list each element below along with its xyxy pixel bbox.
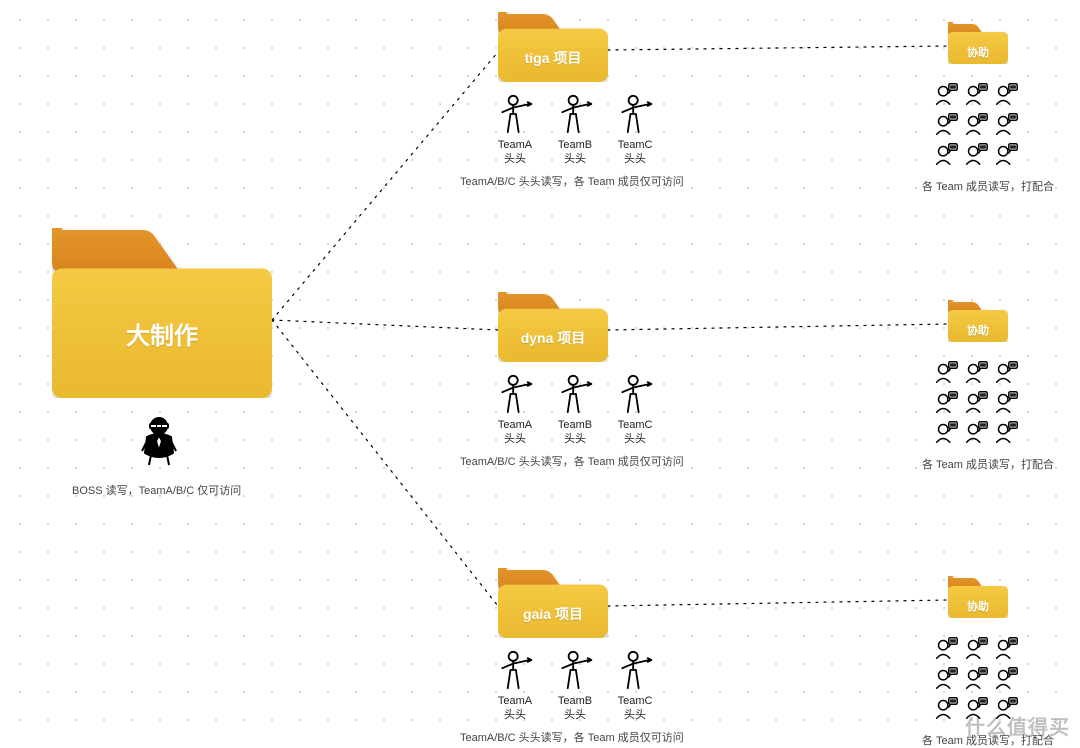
team-member-icon: [992, 358, 1020, 391]
person-icon: [490, 94, 540, 139]
project-desc-2: TeamA/B/C 头头读写，各 Team 成员仅可访问: [460, 729, 684, 745]
folder-title: 协助: [948, 44, 1008, 60]
team-member-icon: [962, 110, 990, 143]
leader-label-1: TeamB: [550, 695, 600, 709]
diagram-stage: 大制作 BOSS 读写，TeamA/B/C 仅可访问: [0, 0, 1080, 746]
project-folder-1: dyna 项目: [498, 292, 608, 362]
team-member-icon: [932, 634, 960, 667]
team-member-icon: [932, 694, 960, 727]
team-member-icon: [992, 80, 1020, 113]
team-member-icon: [932, 388, 960, 421]
leader-label-1: TeamA: [490, 139, 540, 153]
person-icon: [610, 650, 660, 695]
team-leader-2-0: TeamA 头头: [490, 650, 540, 723]
watermark-text: 什么值得买: [965, 711, 1070, 740]
team-member-icon: [962, 634, 990, 667]
team-member-icon: [962, 80, 990, 113]
team-member-icon: [992, 110, 1020, 143]
members-desc-0: 各 Team 成员读写，打配合: [922, 178, 1054, 194]
team-member-icon: [992, 418, 1020, 451]
team-leader-0-1: TeamB 头头: [550, 94, 600, 167]
person-icon: [550, 374, 600, 419]
leader-label-1: TeamA: [490, 695, 540, 709]
team-member-icon: [932, 80, 960, 113]
team-leader-1-0: TeamA 头头: [490, 374, 540, 447]
boss-icon: [135, 415, 183, 472]
team-member-icon: [932, 664, 960, 697]
project-desc-1: TeamA/B/C 头头读写，各 Team 成员仅可访问: [460, 453, 684, 469]
person-icon: [610, 374, 660, 419]
assist-folder-1: 协助: [948, 300, 1008, 342]
team-leader-2-1: TeamB 头头: [550, 650, 600, 723]
folder-title: gaia 项目: [498, 604, 608, 624]
team-leader-0-2: TeamC 头头: [610, 94, 660, 167]
person-icon: [490, 650, 540, 695]
assist-folder-2: 协助: [948, 576, 1008, 618]
members-desc-1: 各 Team 成员读写，打配合: [922, 456, 1054, 472]
leader-label-1: TeamB: [550, 419, 600, 433]
folder-title: 协助: [948, 598, 1008, 614]
folder-title: dyna 项目: [498, 328, 608, 348]
leader-label-2: 头头: [550, 709, 600, 723]
team-member-icon: [962, 418, 990, 451]
team-leader-2-2: TeamC 头头: [610, 650, 660, 723]
person-icon: [610, 94, 660, 139]
team-member-icon: [992, 388, 1020, 421]
project-folder-2: gaia 项目: [498, 568, 608, 638]
team-leader-1-2: TeamC 头头: [610, 374, 660, 447]
team-member-icon: [932, 110, 960, 143]
leader-label-1: TeamC: [610, 139, 660, 153]
team-member-icon: [962, 358, 990, 391]
team-member-icon: [962, 140, 990, 173]
person-icon: [550, 94, 600, 139]
leader-label-2: 头头: [550, 153, 600, 167]
leader-label-2: 头头: [610, 433, 660, 447]
root-desc: BOSS 读写，TeamA/B/C 仅可访问: [72, 482, 241, 498]
team-member-icon: [992, 664, 1020, 697]
leader-label-1: TeamC: [610, 695, 660, 709]
team-member-icon: [992, 634, 1020, 667]
person-icon: [550, 650, 600, 695]
folder-title: 协助: [948, 322, 1008, 338]
root-folder: 大制作: [52, 228, 272, 398]
leader-label-1: TeamC: [610, 419, 660, 433]
team-member-icon: [992, 140, 1020, 173]
leader-label-2: 头头: [490, 433, 540, 447]
team-leader-1-1: TeamB 头头: [550, 374, 600, 447]
folder-title: 大制作: [52, 316, 272, 351]
leader-label-2: 头头: [610, 153, 660, 167]
team-leader-0-0: TeamA 头头: [490, 94, 540, 167]
team-member-icon: [962, 664, 990, 697]
leader-label-1: TeamA: [490, 419, 540, 433]
leader-label-2: 头头: [490, 709, 540, 723]
team-member-icon: [932, 418, 960, 451]
project-folder-0: tiga 项目: [498, 12, 608, 82]
leader-label-2: 头头: [550, 433, 600, 447]
leader-label-1: TeamB: [550, 139, 600, 153]
team-member-icon: [962, 388, 990, 421]
leader-label-2: 头头: [490, 153, 540, 167]
project-desc-0: TeamA/B/C 头头读写，各 Team 成员仅可访问: [460, 173, 684, 189]
team-member-icon: [932, 358, 960, 391]
assist-folder-0: 协助: [948, 22, 1008, 64]
team-member-icon: [932, 140, 960, 173]
folder-title: tiga 项目: [498, 48, 608, 68]
person-icon: [490, 374, 540, 419]
leader-label-2: 头头: [610, 709, 660, 723]
